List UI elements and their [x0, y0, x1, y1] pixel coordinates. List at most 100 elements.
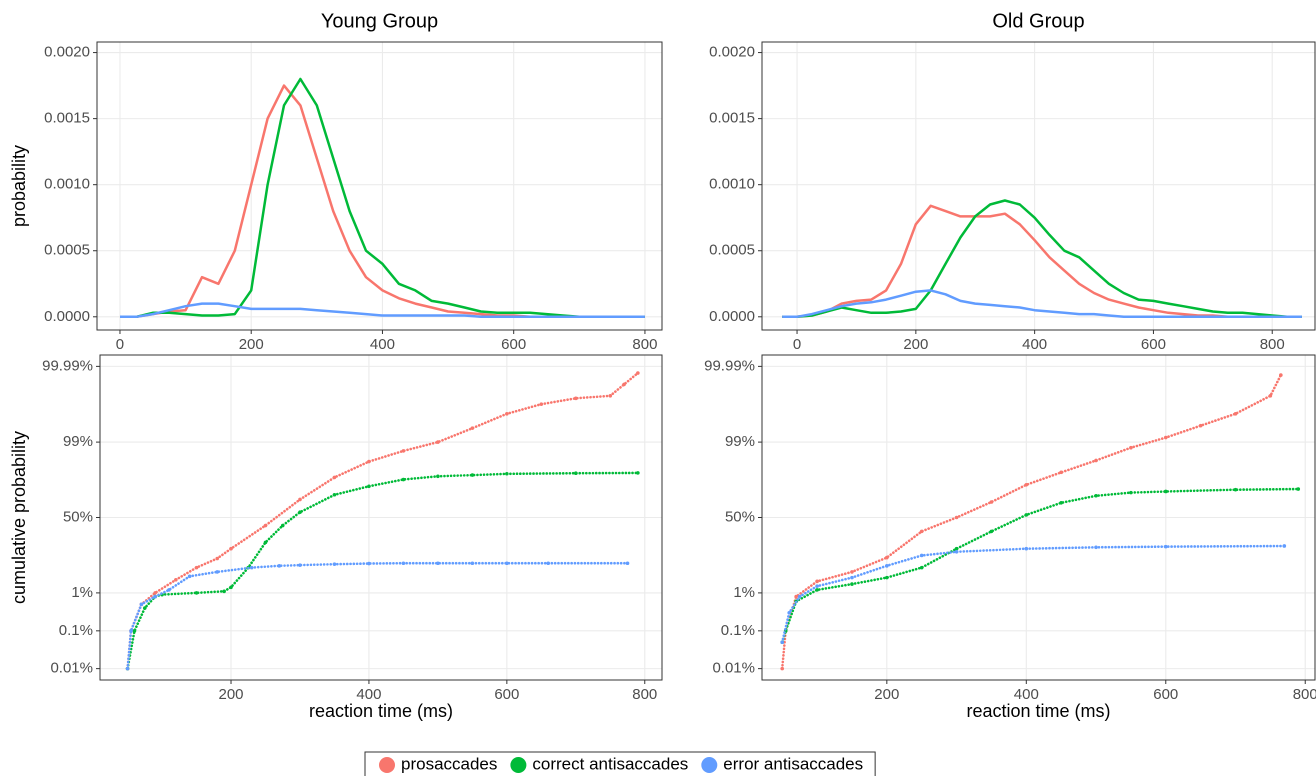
y-tick-label: 0.01% [712, 660, 755, 677]
cdf-point [780, 640, 785, 645]
cdf-point [367, 484, 371, 489]
cdf-point [1163, 489, 1168, 494]
plot-border [99, 354, 663, 681]
x-tick-label: 400 [1022, 336, 1047, 353]
y-tick-label: 0.0005 [44, 242, 90, 259]
y-tick-label: 0.0015 [44, 110, 90, 127]
cdf-point [332, 475, 337, 480]
y-tick-label: 0.0010 [44, 176, 90, 193]
plot-background [97, 42, 662, 330]
x-tick-label: 600 [1141, 336, 1166, 353]
y-tick-label: 0.0015 [709, 110, 755, 127]
cdf-point [470, 473, 475, 477]
cdf-point [229, 585, 233, 590]
y-tick-label: 0.01% [50, 660, 93, 677]
y-tick-label: 0.1% [721, 622, 755, 639]
y-tick-label: 0.0000 [44, 308, 90, 325]
x-axis-label: reaction time (ms) [309, 701, 453, 721]
y-tick-label: 99.99% [704, 357, 755, 374]
cdf-point [574, 396, 578, 401]
legend-box [364, 751, 876, 776]
cdf-point [1024, 546, 1029, 551]
cdf-trace [780, 544, 1286, 644]
y-tick-label: 99% [63, 433, 93, 450]
cdf-point [470, 561, 475, 566]
panel-title: Old Group [992, 10, 1084, 32]
x-tick-label: 800 [1293, 686, 1316, 703]
legend-key [379, 757, 395, 773]
y-tick-label: 1% [71, 584, 93, 601]
cdf-point [194, 565, 199, 570]
cdf-point [470, 426, 475, 430]
cdf-point [367, 459, 371, 464]
cdf-point [167, 588, 171, 592]
cdf-point [174, 577, 178, 582]
density-line [120, 77, 645, 319]
legend-label: correct antisaccades [532, 754, 688, 773]
cdf-point [989, 529, 994, 534]
cdf-point [797, 594, 802, 599]
plot-border [761, 41, 1316, 331]
cdf-point [153, 594, 157, 599]
y-tick-label: 99% [725, 433, 755, 450]
x-tick-label: 600 [501, 336, 526, 353]
y-tick-label: 99.99% [42, 357, 93, 374]
cdf-point [954, 550, 959, 554]
x-tick-label: 600 [1153, 686, 1178, 703]
cdf-point [919, 565, 924, 570]
x-tick-label: 800 [632, 336, 657, 353]
legend-key [701, 757, 718, 773]
cdf-point [850, 570, 854, 574]
cdf-point [815, 584, 819, 588]
cdf-trace [126, 561, 629, 670]
cdf-point [129, 629, 133, 633]
cdf-point [263, 523, 268, 528]
cdf-point [1024, 513, 1029, 517]
cdf-point [1163, 544, 1168, 549]
cdf-point [277, 564, 282, 568]
cdf-point [436, 474, 440, 479]
y-tick-label: 50% [63, 508, 93, 525]
cdf-point [153, 591, 157, 595]
cdf-point [885, 575, 889, 580]
cdf-point [367, 561, 371, 566]
y-tick-label: 50% [725, 508, 755, 525]
cdf-trace [780, 373, 1283, 670]
x-tick-label: 600 [494, 686, 519, 703]
y-tick-label: 1% [733, 584, 755, 601]
cdf-point [132, 629, 137, 633]
cdf-point [885, 555, 889, 560]
cdf-point [1094, 545, 1098, 550]
cdf-point [187, 574, 192, 579]
cdf-point [298, 497, 302, 502]
density-line [120, 302, 645, 319]
y-axis-label: cumulative probability [9, 431, 29, 604]
plot-border [761, 354, 1316, 681]
x-tick-label: 800 [1260, 336, 1285, 353]
cdf-point [1268, 393, 1273, 398]
cdf-point [636, 471, 640, 475]
cdf-point [622, 382, 626, 387]
y-tick-label: 0.1% [59, 622, 93, 639]
cdf-point [608, 393, 613, 398]
cdf-point [298, 510, 302, 515]
cdf-point [919, 529, 924, 534]
cdf-point [1279, 373, 1283, 377]
cdf-point [505, 471, 509, 476]
cdf-point [249, 565, 254, 570]
cdf-point [850, 575, 854, 580]
cdf-point [787, 610, 791, 615]
x-tick-label: 200 [903, 336, 928, 353]
cdf-point [505, 561, 509, 566]
cdf-point [401, 561, 406, 566]
legend-label: error antisaccades [723, 754, 863, 773]
plot-border [96, 41, 663, 331]
cdf-point [1129, 445, 1133, 450]
cdf-point [1024, 483, 1029, 487]
cdf-point [625, 561, 630, 566]
x-tick-label: 200 [239, 336, 264, 353]
cdf-point [1282, 544, 1287, 548]
cdf-point [1233, 487, 1238, 492]
